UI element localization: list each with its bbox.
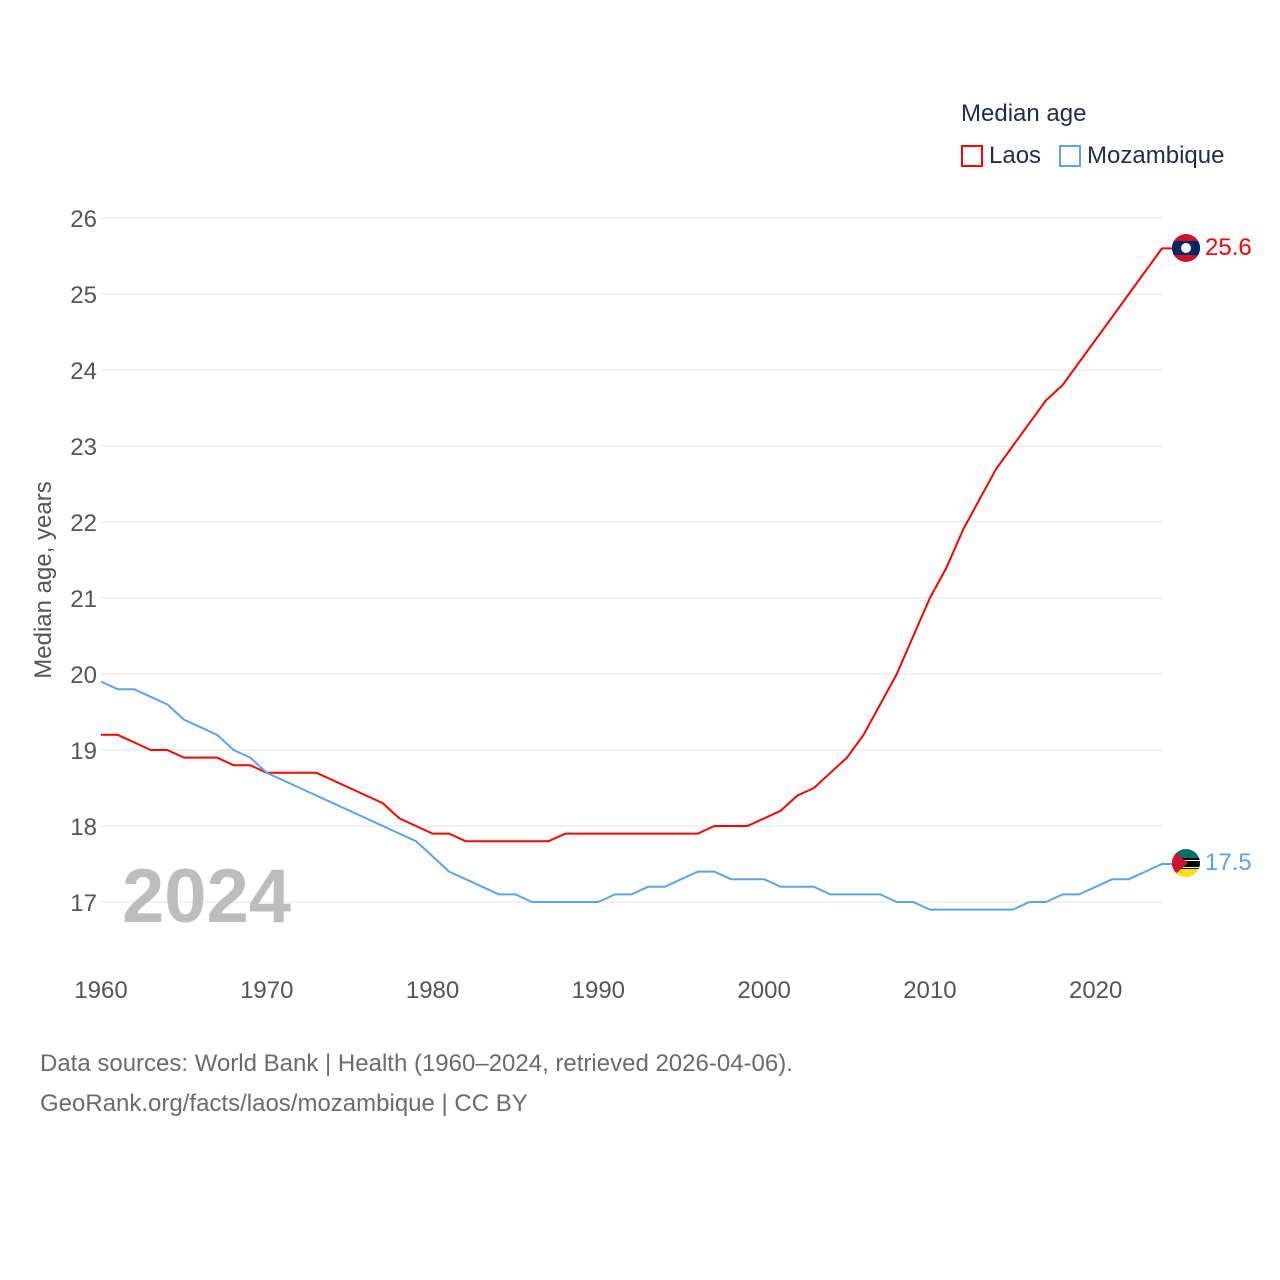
attribution-link[interactable]: GeoRank.org/facts/laos/mozambique | CC B… <box>40 1090 528 1117</box>
y-tick-label: 20 <box>70 662 97 689</box>
x-tick-label: 2000 <box>737 977 790 1004</box>
legend-item-laos[interactable]: Laos <box>961 142 1041 170</box>
legend-title: Median age <box>961 100 1087 127</box>
x-tick-label: 1980 <box>406 977 459 1004</box>
legend-swatch <box>961 145 983 167</box>
y-tick-label: 25 <box>70 282 97 309</box>
data-source-text: Data sources: World Bank | Health (1960–… <box>40 1050 793 1077</box>
series-line-mozambique <box>100 680 1172 911</box>
y-tick-label: 18 <box>70 814 97 841</box>
legend-label: Mozambique <box>1087 142 1225 169</box>
year-watermark: 2024 <box>122 854 291 939</box>
grid <box>101 217 1162 903</box>
laos-end-label: 25.6 <box>1205 234 1252 261</box>
y-tick-label: 26 <box>70 206 97 233</box>
x-tick-label: 1970 <box>240 977 293 1004</box>
x-axis: 1960 1970 1980 1990 2000 2010 2020 <box>74 977 1122 1004</box>
y-tick-label: 17 <box>70 890 97 917</box>
x-tick-label: 2020 <box>1069 977 1122 1004</box>
y-tick-label: 21 <box>70 586 97 613</box>
x-tick-label: 1960 <box>74 977 127 1004</box>
legend-item-mozambique[interactable]: Mozambique <box>1059 142 1224 170</box>
footer: Data sources: World Bank | Health (1960–… <box>40 1044 793 1124</box>
y-axis-label: Median age, years <box>30 481 57 678</box>
series-line-laos <box>101 247 1172 843</box>
x-tick-label: 1990 <box>572 977 625 1004</box>
legend-label: Laos <box>989 142 1042 169</box>
series-lines <box>100 247 1172 911</box>
y-axis: 17 18 19 20 21 22 23 24 25 26 <box>70 206 97 917</box>
laos-flag-icon <box>1172 234 1200 262</box>
legend: Laos Mozambique <box>961 142 1224 170</box>
mozambique-flag-icon <box>1172 849 1200 877</box>
x-tick-label: 2010 <box>903 977 956 1004</box>
mozambique-end-label: 17.5 <box>1205 849 1252 876</box>
y-tick-label: 22 <box>70 510 97 537</box>
y-tick-label: 24 <box>70 358 97 385</box>
legend-swatch <box>1059 145 1082 167</box>
y-tick-label: 19 <box>70 738 97 765</box>
y-tick-label: 23 <box>70 434 97 461</box>
